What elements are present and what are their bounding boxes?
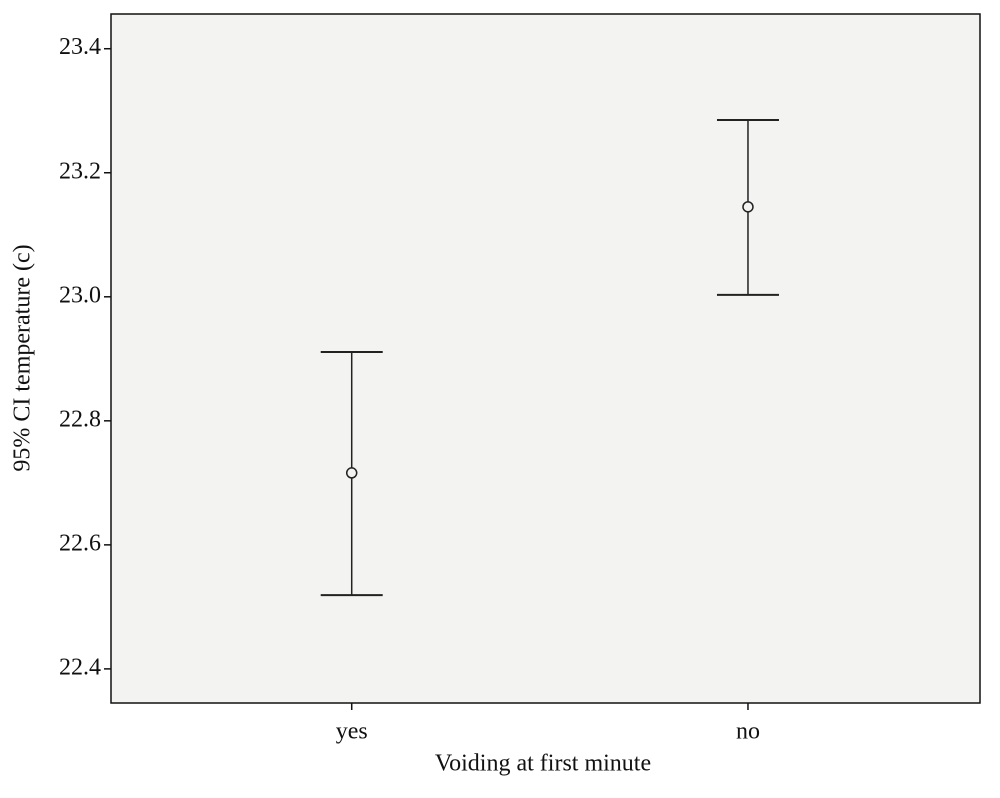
y-tick-label: 22.4 [59,654,101,680]
mean-marker [742,201,754,213]
y-tick-label: 22.6 [59,530,101,556]
x-axis-label: Voiding at first minute [435,751,651,777]
y-tick-label: 23.0 [59,282,101,308]
y-tick-label: 23.2 [59,158,101,184]
y-axis-label: 95% CI temperature (c) [10,244,36,471]
x-tick-label: no [736,719,760,745]
y-tick-label: 22.8 [59,406,101,432]
mean-marker [345,467,358,479]
y-tick-label: 23.4 [59,34,101,60]
x-tick-label: yes [336,719,368,745]
plot-area [110,13,981,704]
